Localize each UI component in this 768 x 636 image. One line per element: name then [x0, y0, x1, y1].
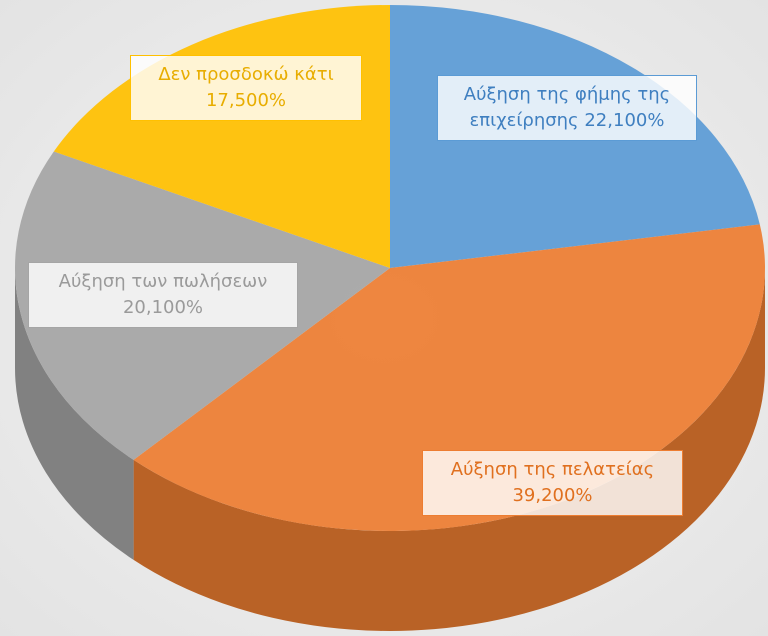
data-label: Αύξηση της πελατείας 39,200% — [422, 450, 683, 516]
label-category: Αύξηση των πωλήσεων — [58, 271, 268, 292]
label-value: 22,100% — [584, 110, 665, 131]
slice-side — [14, 268, 134, 560]
data-label: Αύξηση των πωλήσεων 20,100% — [28, 262, 298, 328]
label-category: Δεν προσδοκώ κάτι — [158, 64, 334, 85]
slice-side — [133, 268, 765, 631]
data-label: Αύξηση της φήμης της επιχείρησης 22,100% — [437, 75, 697, 141]
label-value: 20,100% — [122, 297, 204, 318]
data-label: Δεν προσδοκώ κάτι 17,500% — [130, 55, 362, 121]
label-category: Αύξηση της φήμης της επιχείρησης — [463, 84, 671, 131]
label-value: 39,200% — [512, 485, 593, 506]
label-value: 17,500% — [205, 90, 287, 111]
label-category: Αύξηση της πελατείας — [450, 459, 655, 480]
